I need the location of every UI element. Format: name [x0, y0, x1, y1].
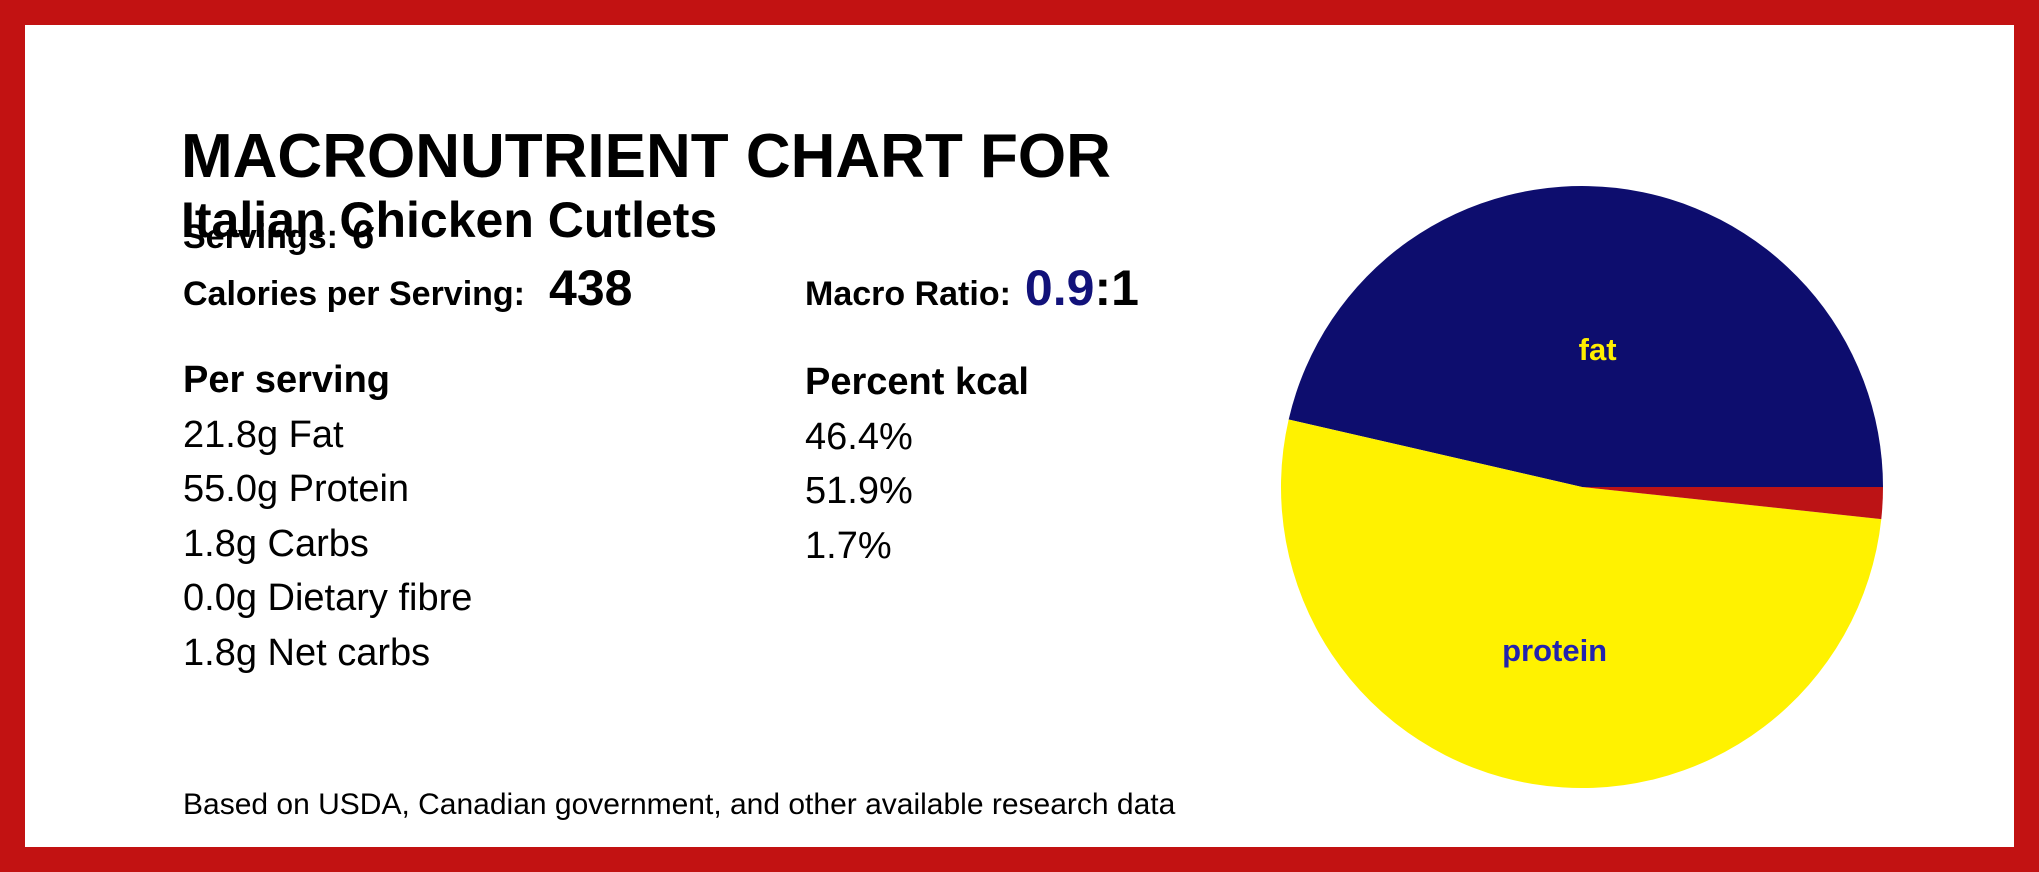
calories-value: 438 — [549, 260, 633, 316]
pie-slice-carbs — [1582, 487, 1883, 520]
recipe-name: Italian Chicken Cutlets — [181, 191, 718, 248]
per-serving-row-netcarbs: 1.8g Net carbs — [183, 631, 431, 674]
percent-kcal-header: Percent kcal — [805, 361, 1029, 403]
per-serving-header: Per serving — [183, 359, 390, 401]
percent-kcal-row-fat: 46.4% — [805, 415, 913, 458]
pie-slice-fat — [1288, 186, 1883, 487]
pie-label-protein: protein — [1502, 633, 1607, 668]
per-serving-column: Per serving 21.8g Fat 55.0g Protein 1.8g… — [183, 353, 472, 680]
percent-kcal-row-protein: 51.9% — [805, 470, 913, 512]
pie-chart: fat protein — [1280, 186, 1883, 789]
macro-ratio-suffix: :1 — [1094, 260, 1139, 316]
macro-ratio-value: 0.9 — [1024, 260, 1095, 316]
macro-ratio-label: Macro Ratio: — [805, 275, 1011, 313]
servings-value: 6 — [351, 213, 375, 257]
per-serving-row-carbs: 1.8g Carbs — [183, 522, 369, 565]
servings-label: Servings: — [183, 218, 338, 256]
pie-slice-protein — [1280, 419, 1882, 789]
page-title: MACRONUTRIENT CHART FOR — [181, 121, 1111, 191]
per-serving-row-protein: 55.0g Protein — [183, 468, 410, 510]
pie-label-fat: fat — [1579, 332, 1617, 367]
calories-line: Calories per Serving: 438 — [183, 261, 632, 316]
servings-line: Servings: 6 — [183, 213, 374, 257]
per-serving-row-fibre: 0.0g Dietary fibre — [183, 577, 473, 619]
source-note: Based on USDA, Canadian government, and … — [183, 788, 1176, 821]
per-serving-row-fat: 21.8g Fat — [183, 413, 344, 456]
calories-label: Calories per Serving: — [183, 275, 526, 313]
macro-ratio-line: Macro Ratio: 0.9 :1 — [805, 261, 1139, 316]
percent-kcal-column: Percent kcal 46.4% 51.9% 1.7% — [805, 355, 1029, 573]
percent-kcal-row-carbs: 1.7% — [805, 524, 892, 567]
